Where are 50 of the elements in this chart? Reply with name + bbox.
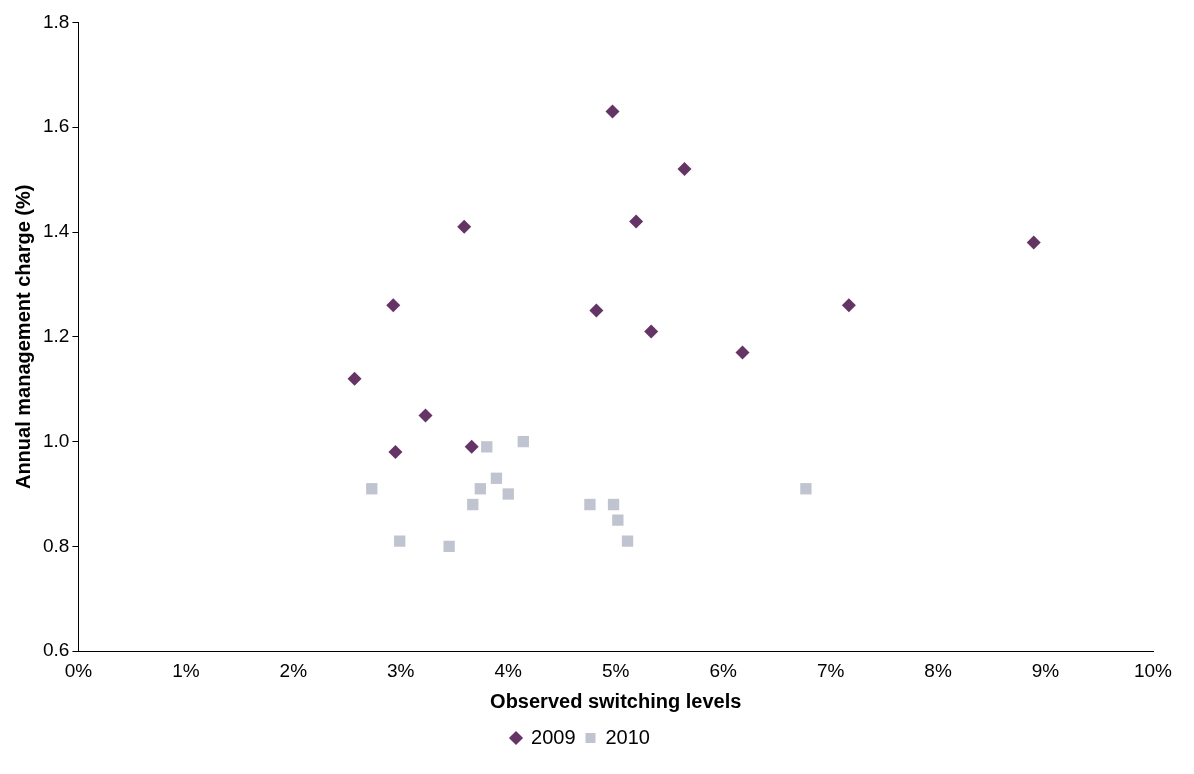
- x-tick-label: 5%: [601, 659, 630, 681]
- legend-label: 2009: [531, 725, 576, 748]
- point: [589, 303, 604, 318]
- point: [366, 483, 378, 495]
- x-tick-label: 9%: [1031, 659, 1060, 681]
- y-tick-label: 0.8: [42, 534, 70, 556]
- legend-label: 2010: [605, 725, 650, 748]
- point: [607, 498, 620, 511]
- y-tick-label: 1.0: [42, 429, 70, 451]
- point: [735, 345, 750, 360]
- point: [388, 445, 403, 460]
- point: [490, 472, 503, 484]
- point: [605, 104, 620, 119]
- point: [481, 441, 493, 453]
- point: [474, 483, 486, 495]
- point: [347, 371, 362, 386]
- x-tick-label: 6%: [709, 659, 737, 681]
- x-tick-label: 0%: [64, 659, 93, 681]
- point: [502, 488, 514, 500]
- point: [418, 408, 433, 423]
- point: [443, 540, 455, 553]
- x-tick-label: 2%: [279, 659, 308, 681]
- x-tick-label: 4%: [494, 659, 523, 681]
- point: [677, 162, 692, 177]
- x-axis-title: Observed switching levels: [490, 689, 742, 712]
- point: [621, 535, 634, 547]
- point: [464, 439, 479, 454]
- point: [644, 324, 659, 339]
- point: [457, 219, 472, 234]
- point: [841, 298, 856, 313]
- point: [1026, 235, 1041, 250]
- y-tick-label: 0.6: [42, 639, 70, 661]
- y-axis-title: Annual management charge (%): [11, 184, 34, 490]
- y-tick-label: 1.8: [42, 10, 70, 32]
- x-tick-label: 8%: [924, 659, 952, 681]
- y-tick-label: 1.2: [42, 325, 70, 347]
- point: [629, 214, 644, 229]
- y-tick-label: 1.4: [42, 220, 70, 242]
- point: [467, 498, 479, 511]
- y-tick-label: 1.6: [42, 115, 70, 137]
- point: [800, 483, 812, 495]
- point: [386, 298, 401, 313]
- point: [517, 435, 529, 448]
- x-tick-label: 10%: [1133, 659, 1173, 681]
- x-tick-label: 7%: [816, 659, 845, 681]
- point: [612, 514, 624, 526]
- x-tick-label: 3%: [387, 659, 415, 681]
- point: [584, 498, 596, 511]
- point: [394, 535, 406, 547]
- x-tick-label: 1%: [172, 659, 200, 681]
